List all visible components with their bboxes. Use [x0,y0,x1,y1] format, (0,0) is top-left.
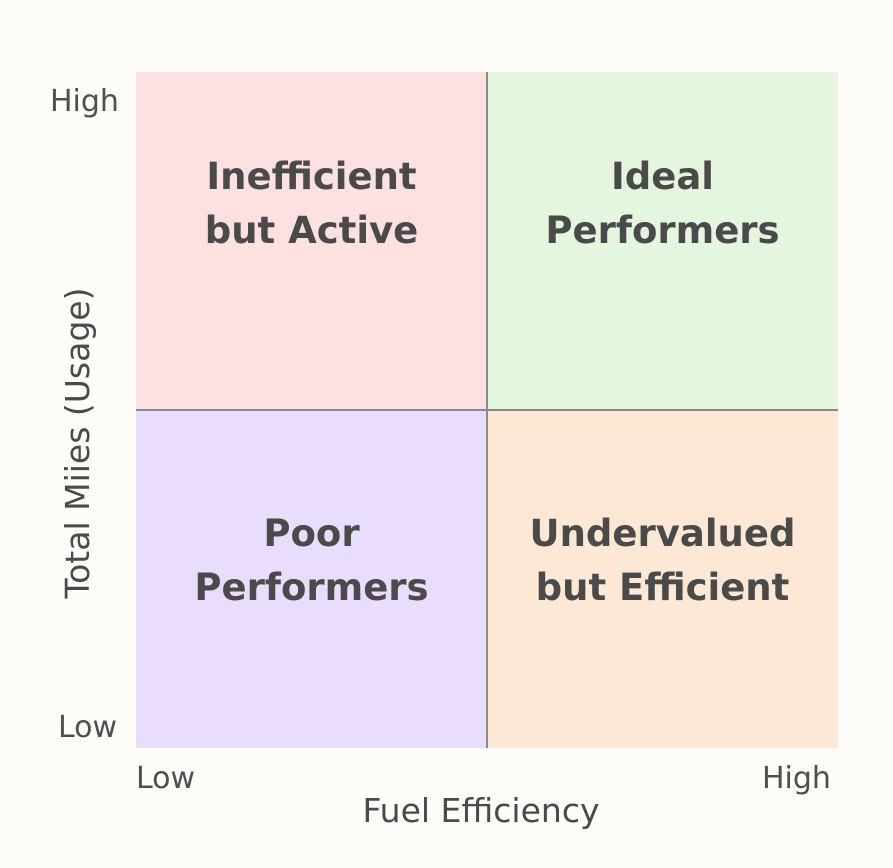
x-axis-high-label: High [762,761,831,796]
quadrant-undervalued-but-efficient: Undervalued but Efficient [487,410,838,748]
quadrant-label-line2: Performers [545,209,780,252]
quadrant-label: Undervalued but Efficient [530,507,796,615]
quadrant-label: Ideal Performers [545,150,779,258]
quadrant-label-line1: Undervalued [529,512,796,555]
quadrant-poor-performers: Poor Performers [136,410,487,748]
quadrant-label-line2: but Efficient [535,566,790,609]
quadrant-matrix: Inefficient but Active Ideal Performers … [136,72,838,748]
y-axis-high-label: High [50,84,119,119]
quadrant-label: Poor Performers [194,507,428,615]
quadrant-ideal-performers: Ideal Performers [487,72,838,410]
y-axis-title: Total Miies (Usage) [58,287,97,599]
horizontal-divider [136,409,838,411]
quadrant-label: Inefficient but Active [205,150,419,258]
x-axis-low-label: Low [136,761,196,796]
quadrant-label-line1: Ideal [610,155,714,198]
y-axis-low-label: Low [58,710,118,745]
quadrant-label-line2: Performers [194,566,429,609]
quadrant-label-line1: Poor [263,512,360,555]
quadrant-label-line1: Inefficient [206,155,417,198]
quadrant-label-line2: but Active [204,209,419,252]
quadrant-inefficient-but-active: Inefficient but Active [136,72,487,410]
x-axis-title: Fuel Efficiency [362,791,600,830]
